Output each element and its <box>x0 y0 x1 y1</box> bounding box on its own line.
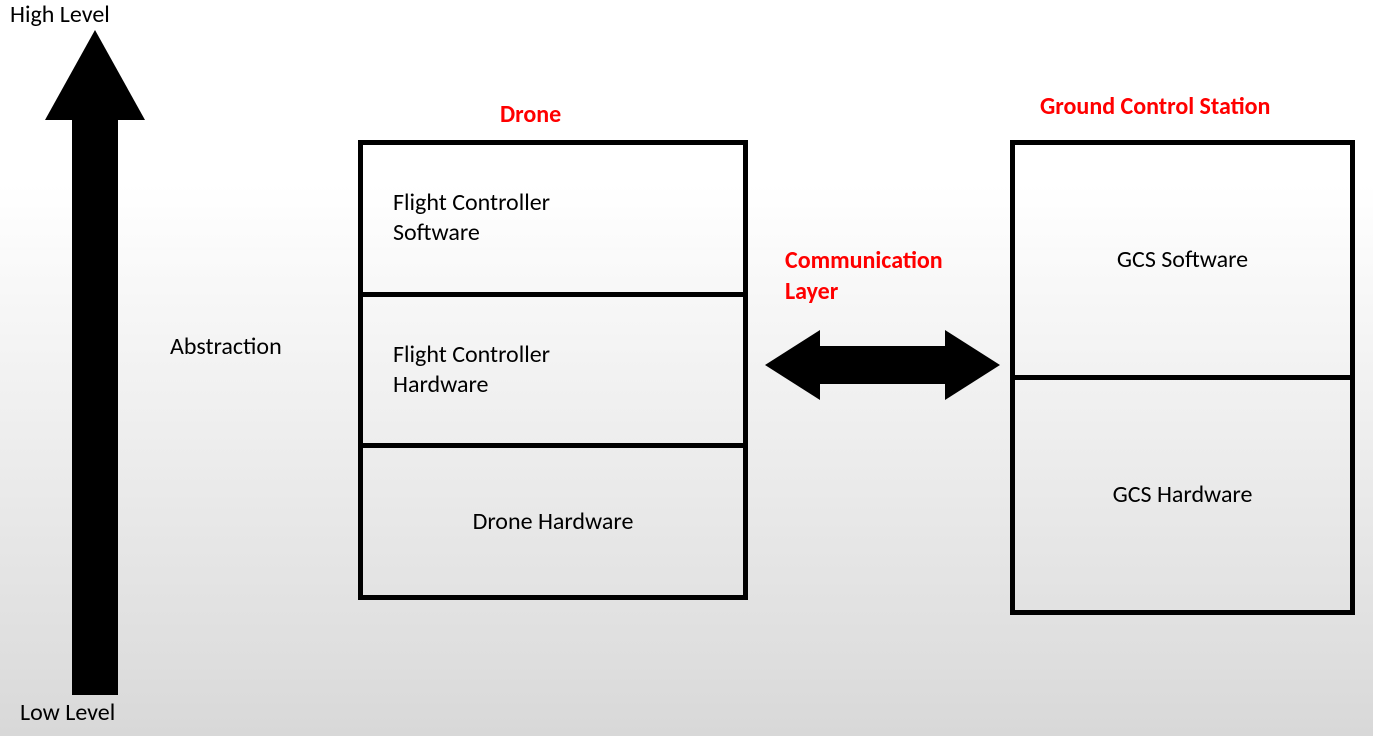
gcs-layer-label: GCS Hardware <box>1113 480 1253 510</box>
abstraction-label: Abstraction <box>170 332 282 361</box>
communication-title: Communication Layer <box>785 245 943 307</box>
gcs-title: Ground Control Station <box>1040 92 1270 121</box>
drone-layer-label: Flight ControllerSoftware <box>393 188 550 248</box>
arrow-right-head-icon <box>945 330 1000 400</box>
drone-layer-fc-hardware: Flight ControllerHardware <box>363 297 743 449</box>
low-level-label: Low Level <box>20 698 115 727</box>
drone-layer-label: Drone Hardware <box>473 507 634 537</box>
comm-label-line1: Communication <box>785 246 943 275</box>
abstraction-arrow <box>45 30 145 695</box>
high-level-label: High Level <box>10 0 110 29</box>
gcs-layer-label: GCS Software <box>1117 245 1248 275</box>
gcs-layer-hardware: GCS Hardware <box>1015 380 1350 610</box>
arrow-shaft <box>72 118 118 695</box>
drone-title: Drone <box>500 100 561 129</box>
communication-arrow <box>765 330 1000 400</box>
drone-layer-label: Flight ControllerHardware <box>393 340 550 400</box>
arrow-up-head-icon <box>45 30 145 120</box>
drone-layer-fc-software: Flight ControllerSoftware <box>363 145 743 297</box>
drone-layer-hardware: Drone Hardware <box>363 448 743 595</box>
arrow-shaft <box>815 346 950 384</box>
comm-label-line2: Layer <box>785 277 838 306</box>
gcs-layer-software: GCS Software <box>1015 145 1350 380</box>
gcs-stack: GCS Software GCS Hardware <box>1010 140 1355 615</box>
drone-stack: Flight ControllerSoftware Flight Control… <box>358 140 748 600</box>
arrow-left-head-icon <box>765 330 820 400</box>
